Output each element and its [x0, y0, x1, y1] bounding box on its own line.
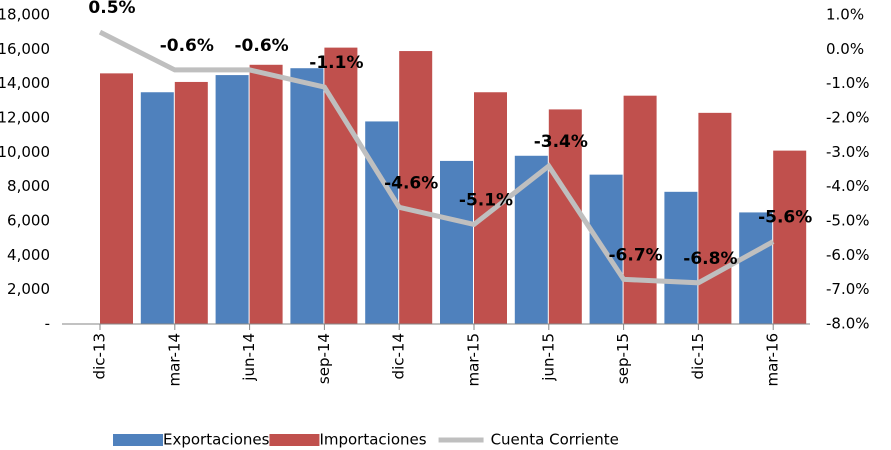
bar: [174, 81, 208, 324]
data-label: -6.8%: [683, 249, 737, 269]
data-label: -1.1%: [309, 53, 363, 73]
y2-tick-label: -1.0%: [826, 74, 870, 92]
bar: [514, 155, 548, 324]
legend-label: Importaciones: [319, 431, 426, 449]
bar: [399, 51, 433, 325]
bar: [773, 150, 807, 324]
y2-tick-label: -4.0%: [826, 177, 870, 195]
data-label: -0.6%: [234, 36, 288, 56]
x-tick-label: sep-14: [315, 333, 333, 384]
x-tick-label: mar-14: [165, 333, 183, 387]
bar: [474, 92, 507, 324]
y2-tick-label: 0.0%: [826, 40, 864, 58]
y-tick-label: 10,000: [0, 143, 50, 161]
bar: [140, 92, 174, 324]
y-tick-label: -: [45, 315, 50, 333]
data-label: -6.7%: [608, 245, 662, 265]
y2-tick-label: -3.0%: [826, 143, 870, 161]
y2-tick-label: -2.0%: [826, 109, 870, 127]
x-tick-label: jun-14: [240, 333, 258, 382]
x-tick-label: dic-15: [689, 333, 707, 379]
data-label: -3.4%: [534, 132, 588, 152]
x-tick-label: dic-14: [390, 333, 408, 379]
legend-label: Exportaciones: [163, 431, 270, 449]
line: [98, 29, 775, 286]
legend-swatch: [113, 434, 163, 446]
bar: [100, 73, 133, 324]
data-label: -0.6%: [160, 36, 214, 56]
bar: [739, 212, 773, 324]
y2-tick-label: -7.0%: [826, 280, 870, 298]
y-tick-label: 16,000: [0, 40, 50, 58]
y-tick-label: 14,000: [0, 74, 50, 92]
bar: [440, 160, 473, 324]
bar: [365, 121, 399, 324]
bar: [290, 68, 324, 324]
x-tick-label: mar-15: [465, 333, 483, 387]
bar: [249, 64, 283, 325]
bar: [324, 47, 358, 324]
data-label: -5.6%: [758, 208, 812, 228]
data-label: 0.5%: [88, 0, 135, 18]
legend-swatch: [269, 434, 320, 446]
bar: [215, 75, 249, 324]
bar: [698, 112, 732, 324]
y-tick-label: 4,000: [7, 246, 50, 264]
data-label: -4.6%: [384, 173, 438, 193]
bar: [664, 191, 698, 324]
y-tick-label: 2,000: [7, 280, 50, 298]
y-tick-label: 18,000: [0, 6, 50, 24]
x-tick-label: jun-15: [539, 333, 557, 382]
y-tick-label: 6,000: [7, 212, 50, 230]
x-tick-label: sep-15: [614, 333, 632, 384]
y2-tick-label: -5.0%: [826, 212, 870, 230]
y-tick-label: 12,000: [0, 109, 50, 127]
y2-tick-label: -6.0%: [826, 246, 870, 264]
data-label: -5.1%: [459, 190, 513, 210]
x-tick-label: mar-16: [764, 333, 782, 387]
bar: [548, 109, 582, 325]
y2-tick-label: 1.0%: [826, 6, 864, 24]
legend-label: Cuenta Corriente: [491, 431, 619, 449]
bar: [623, 95, 657, 324]
y2-tick-label: -8.0%: [826, 315, 870, 333]
x-tick-label: dic-13: [91, 333, 109, 379]
y-tick-label: 8,000: [7, 177, 50, 195]
